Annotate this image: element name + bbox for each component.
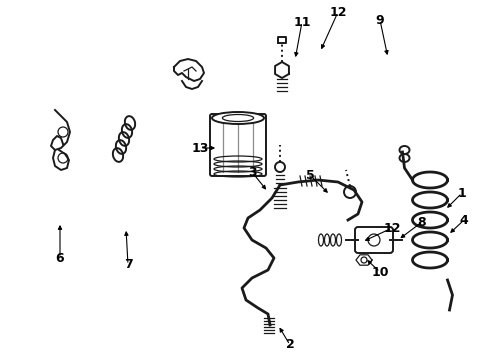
Text: 7: 7 — [123, 258, 132, 271]
Text: 4: 4 — [460, 213, 468, 226]
Text: 10: 10 — [371, 266, 389, 279]
Text: 13: 13 — [191, 141, 209, 154]
Text: 5: 5 — [306, 168, 315, 181]
Ellipse shape — [212, 112, 264, 124]
Text: 1: 1 — [458, 186, 466, 199]
Text: 8: 8 — [417, 216, 426, 229]
Text: 12: 12 — [383, 221, 401, 234]
Text: 2: 2 — [286, 338, 294, 351]
Text: 6: 6 — [56, 252, 64, 265]
Text: 9: 9 — [376, 14, 384, 27]
Text: 11: 11 — [293, 15, 311, 28]
Text: 3: 3 — [247, 166, 256, 179]
Text: 12: 12 — [329, 5, 347, 18]
